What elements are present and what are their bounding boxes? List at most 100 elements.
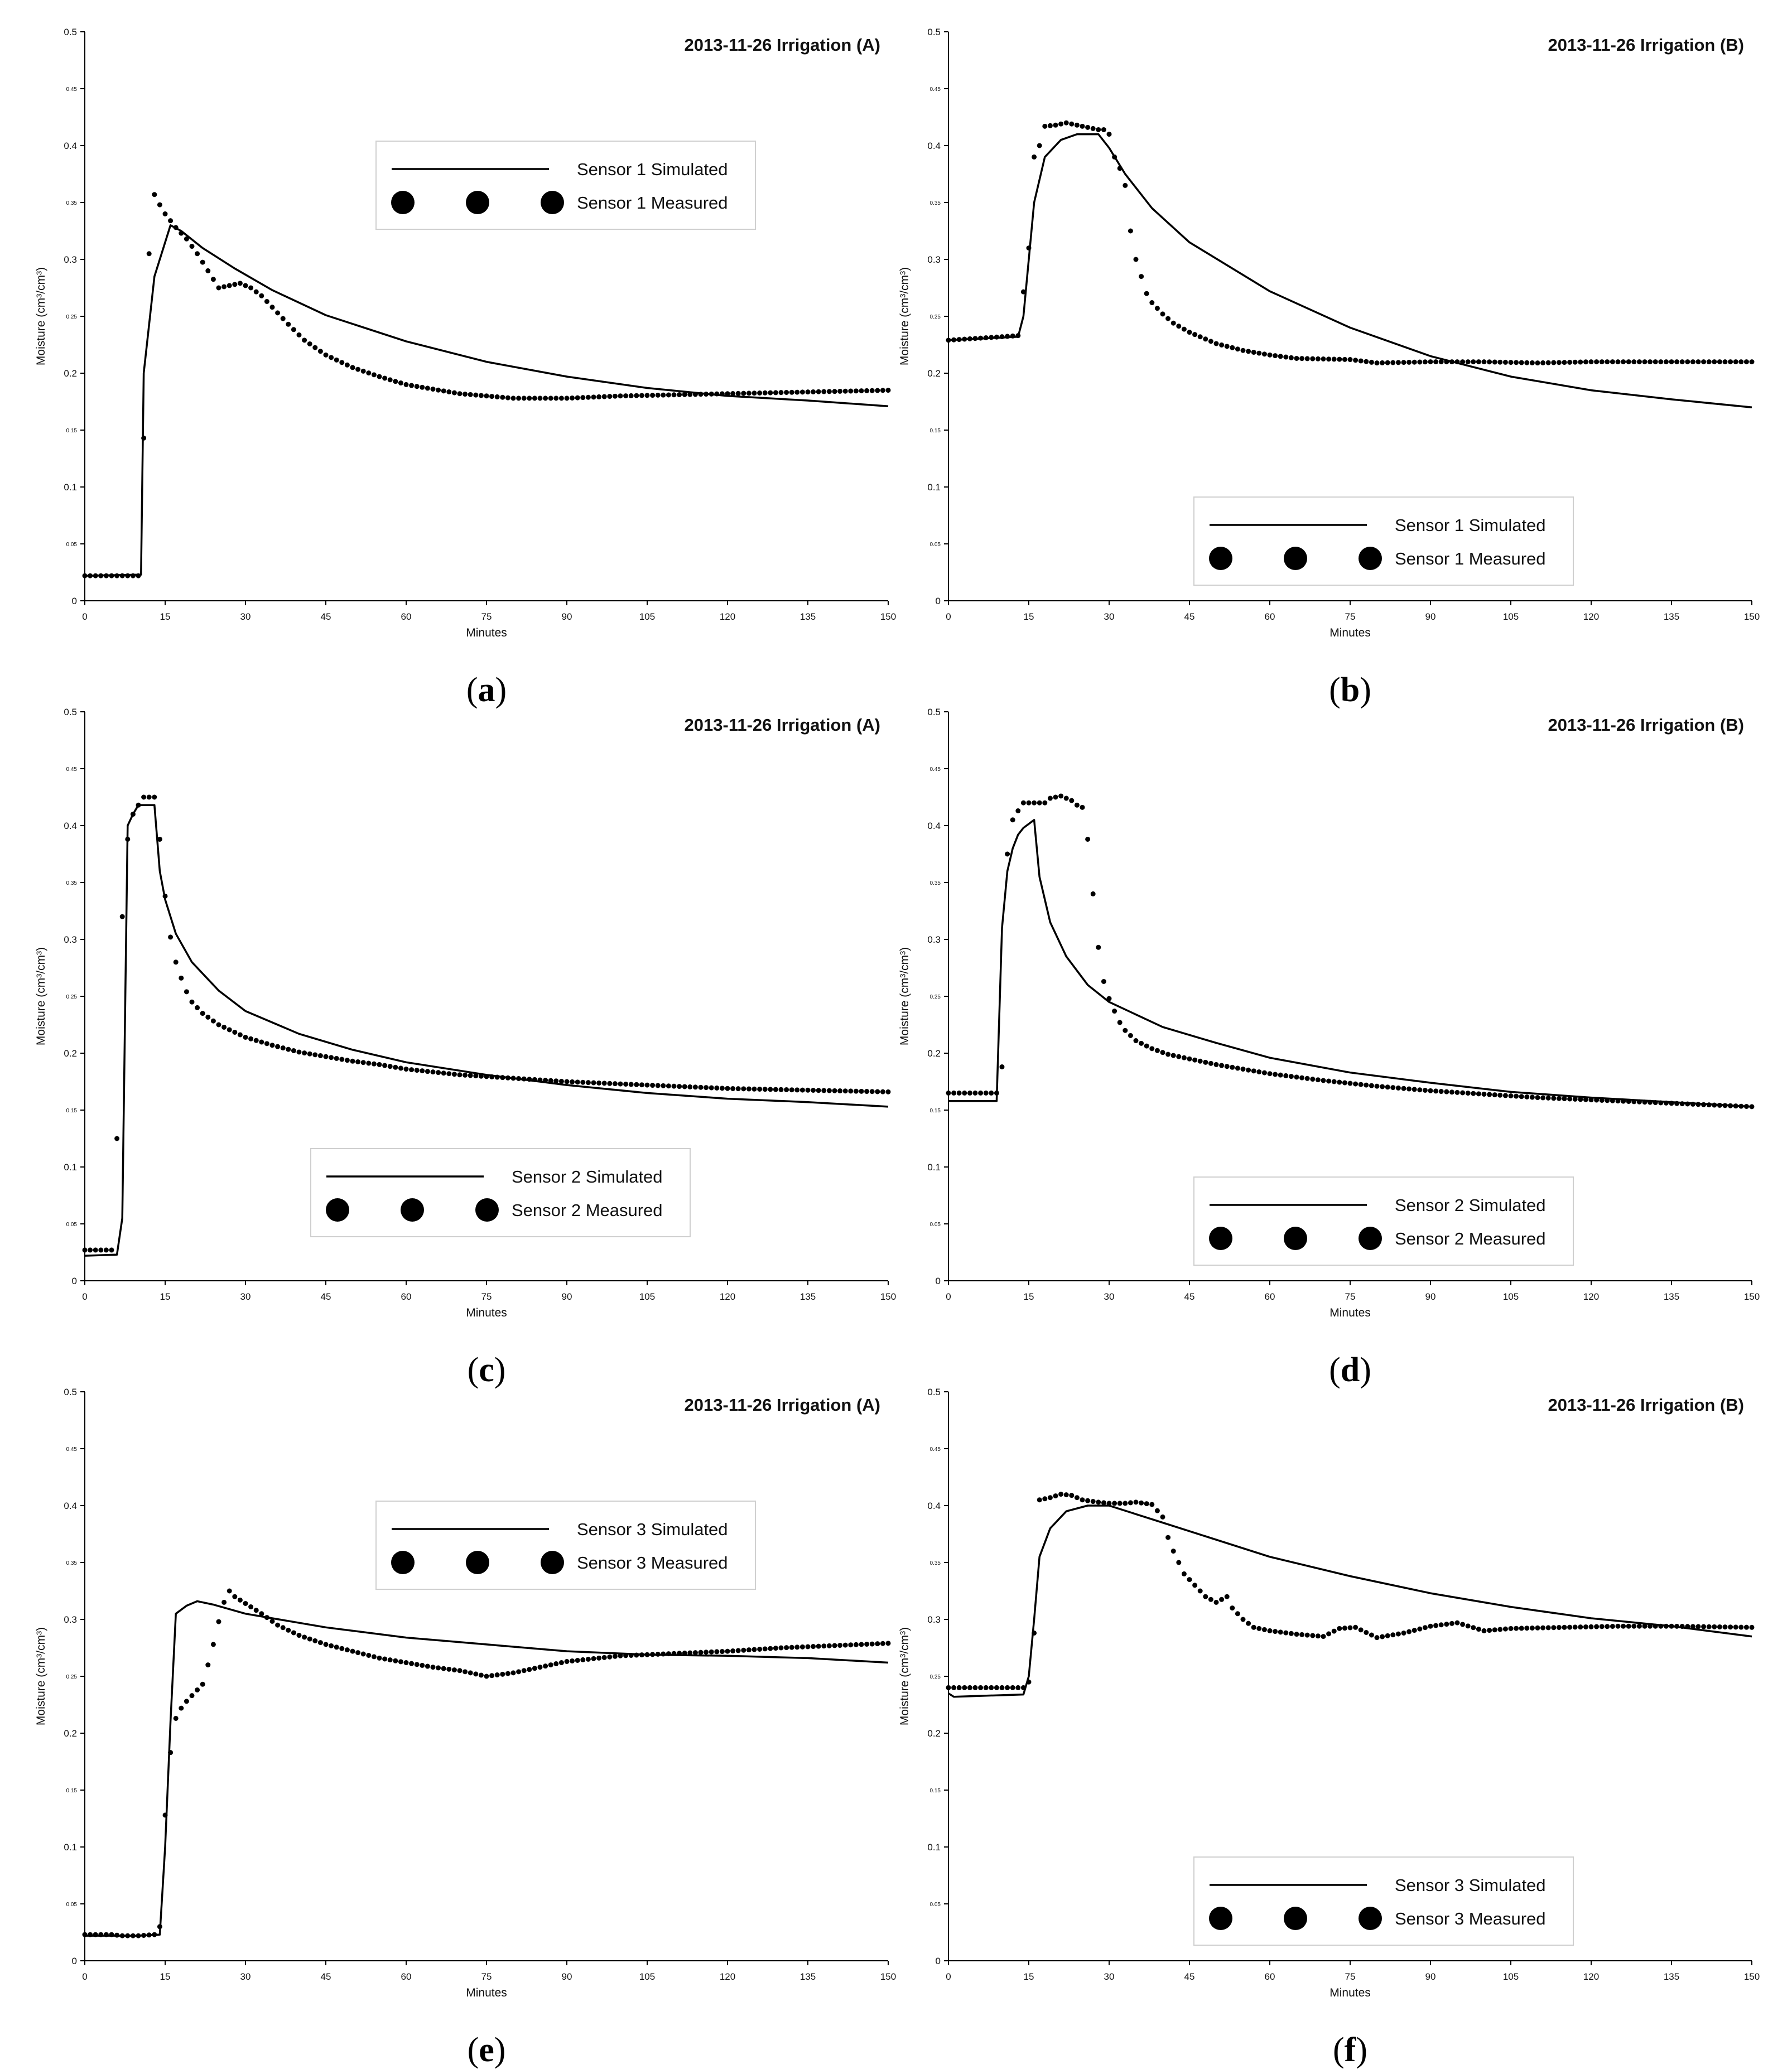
panel-d: 0 15 30 45 60 75 90 105 120 135 150 0 0.05 0.1 0.15 0.2… (898, 707, 1760, 1389)
x-tick-label: 105 (639, 1971, 655, 1982)
x-tick-label: 45 (321, 611, 331, 622)
data-point (580, 1079, 586, 1085)
data-point (1085, 124, 1091, 130)
data-point (366, 370, 372, 376)
data-point (173, 959, 179, 965)
y-tick-label: 0.05 (930, 1222, 941, 1228)
data-point (489, 1673, 495, 1679)
legend-dot-swatch (1284, 547, 1307, 570)
data-point (1085, 1498, 1091, 1503)
y-tick-label: 0.15 (930, 1788, 941, 1794)
x-tick-label: 60 (1265, 1291, 1275, 1302)
data-point (484, 393, 489, 399)
data-point (344, 1647, 350, 1653)
data-point (1690, 1624, 1695, 1629)
x-tick-label: 75 (1345, 611, 1356, 622)
data-point (1074, 802, 1080, 808)
data-point (655, 392, 661, 398)
data-point (1080, 804, 1085, 810)
data-point (1224, 344, 1230, 349)
data-point (1519, 360, 1524, 365)
data-point (553, 1661, 559, 1667)
y-tick-label: 0.45 (930, 766, 941, 773)
data-point (1181, 326, 1187, 332)
data-point (398, 1659, 403, 1665)
panel-label: (f) (1333, 2031, 1367, 2069)
data-point (1299, 1075, 1305, 1081)
data-point (967, 1685, 972, 1690)
data-point (1631, 1623, 1637, 1629)
data-point (558, 1078, 564, 1084)
data-point (580, 1657, 586, 1662)
data-point (709, 1085, 714, 1091)
data-point (623, 1081, 629, 1087)
data-point (291, 327, 296, 332)
data-point (1160, 1514, 1165, 1520)
data-point (543, 396, 548, 401)
data-point (1273, 353, 1278, 359)
data-point (1395, 1631, 1401, 1637)
data-point (1364, 359, 1369, 364)
data-point (1358, 1082, 1364, 1087)
data-point (1669, 1101, 1674, 1106)
y-tick-label: 0.25 (930, 314, 941, 320)
data-point (516, 396, 522, 401)
data-point (195, 1005, 200, 1010)
data-point (956, 337, 962, 343)
data-point (1240, 1617, 1246, 1622)
data-point (719, 1086, 725, 1091)
data-point (446, 1666, 452, 1672)
data-point (1096, 1499, 1101, 1505)
data-point (1369, 1632, 1374, 1638)
data-point (1471, 1625, 1476, 1631)
data-point (1364, 1629, 1369, 1635)
panel-a: 0 15 30 45 60 75 90 105 120 135 150 0 0.05 0.1 0.15 0.2… (35, 27, 896, 709)
series-dots-measured (82, 192, 891, 578)
y-tick-label: 0.3 (64, 1614, 77, 1625)
data-point (1615, 1098, 1621, 1104)
legend-dot-swatch (1359, 547, 1382, 570)
data-point (1139, 1040, 1144, 1046)
data-point (778, 1087, 784, 1092)
data-point (543, 1078, 548, 1083)
data-point (826, 389, 832, 394)
y-tick-label: 0.45 (930, 86, 941, 93)
data-point (596, 1655, 602, 1661)
data-point (1497, 1092, 1503, 1098)
legend-dot-swatch (391, 1551, 415, 1574)
data-point (1621, 1623, 1626, 1629)
data-point (644, 1082, 650, 1088)
data-point (1631, 1099, 1637, 1105)
data-point (799, 1087, 805, 1093)
data-point (1497, 359, 1503, 365)
data-point (1433, 359, 1439, 365)
data-point (189, 999, 195, 1005)
data-point (1460, 359, 1466, 365)
series-dots-measured (82, 1588, 891, 1938)
data-point (382, 1656, 388, 1662)
data-point (1224, 1594, 1230, 1599)
data-point (575, 395, 580, 401)
data-point (237, 281, 243, 286)
data-point (1545, 1095, 1551, 1101)
data-point (157, 202, 162, 208)
x-tick-label: 45 (1184, 611, 1195, 622)
y-tick-label: 0.35 (930, 1560, 941, 1566)
data-point (1701, 1624, 1707, 1629)
chart-title: 2013-11-26 Irrigation (B) (1548, 715, 1744, 735)
data-point (575, 1657, 580, 1663)
data-point (366, 1060, 372, 1066)
data-point (494, 1074, 500, 1080)
x-tick-label: 90 (562, 1971, 572, 1982)
data-point (344, 1058, 350, 1063)
data-point (1695, 1102, 1701, 1107)
data-point (821, 1088, 827, 1093)
data-point (1395, 1085, 1401, 1091)
data-point (832, 1088, 837, 1093)
y-tick-label: 0.25 (66, 1674, 78, 1680)
data-point (1101, 978, 1106, 984)
x-tick-label: 75 (1345, 1971, 1356, 1982)
data-point (1519, 1626, 1524, 1631)
data-point (93, 573, 98, 578)
y-axis-title: Moisture (cm³/cm³) (35, 947, 47, 1045)
